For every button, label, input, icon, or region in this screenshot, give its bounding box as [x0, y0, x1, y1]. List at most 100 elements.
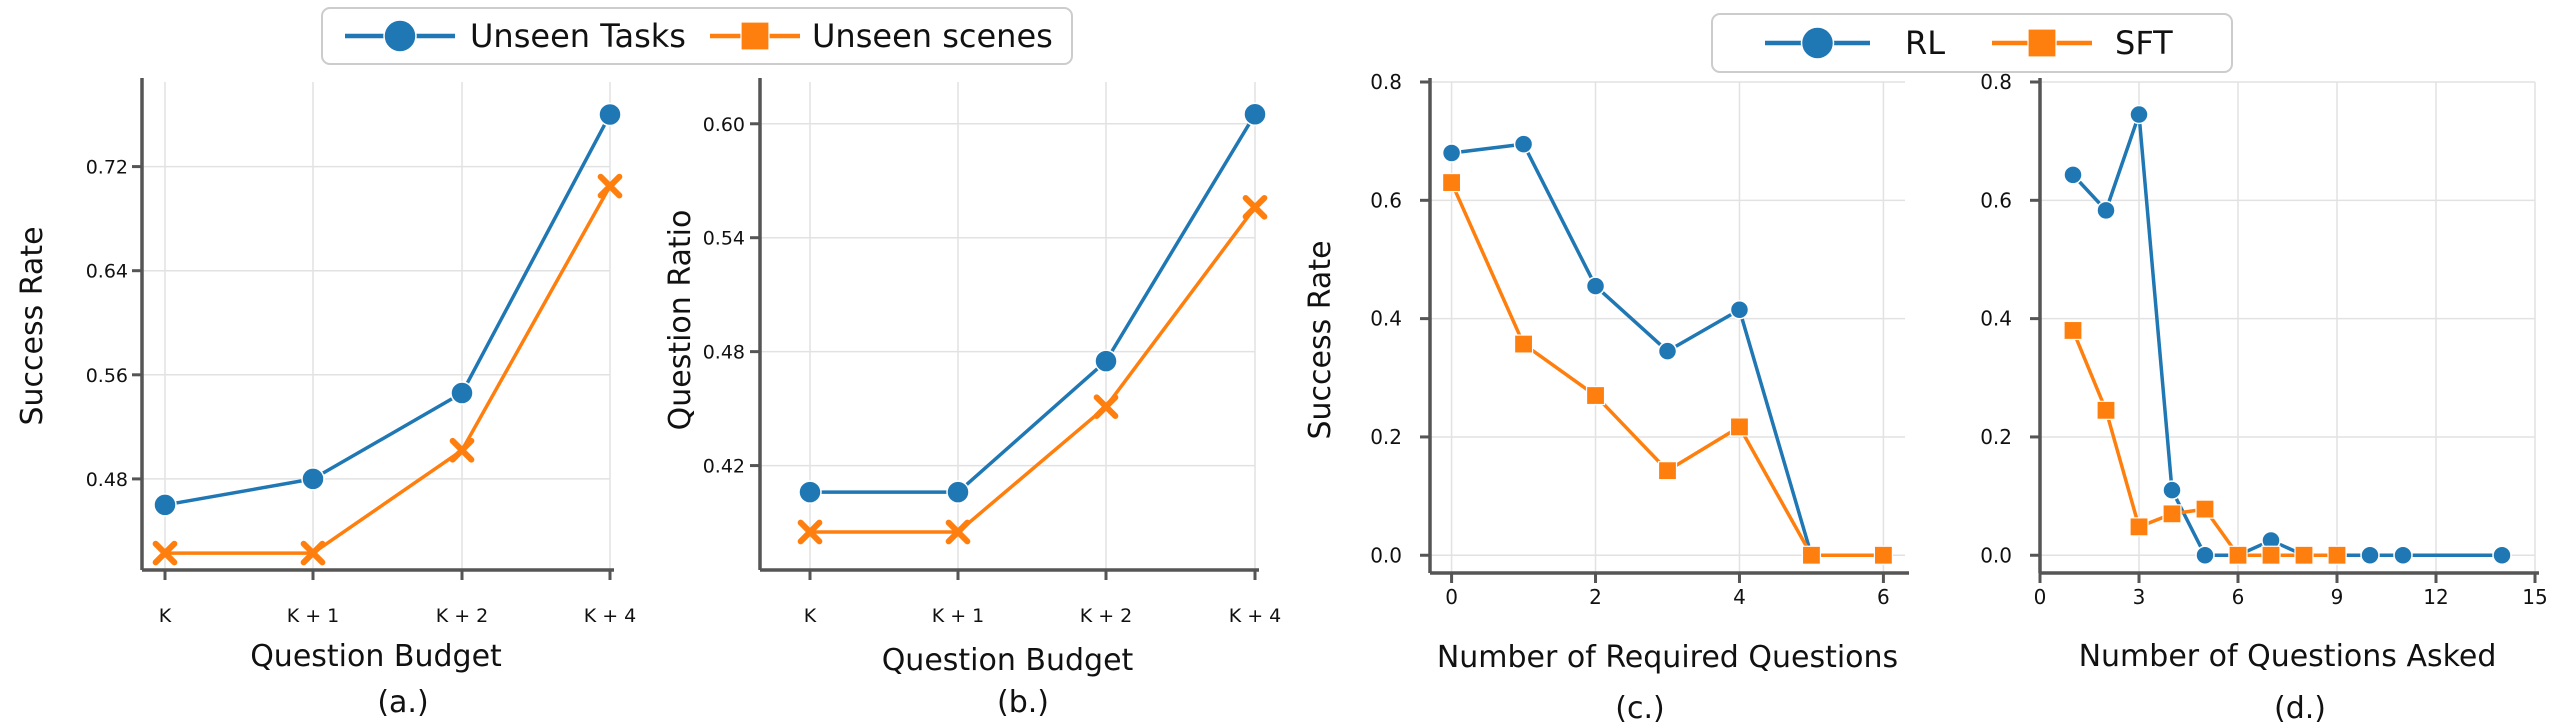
y-axis-label: Question Ratio	[663, 210, 698, 431]
data-point	[1441, 172, 1462, 193]
panel-caption: (d.)	[2274, 691, 2326, 726]
y-tick-label: 0.4	[1370, 307, 1402, 331]
x-tick-label: 0	[1445, 585, 1458, 609]
x-axis-label: Number of Required Questions	[1437, 640, 1898, 675]
data-point	[1093, 394, 1119, 420]
panel-caption: (b.)	[997, 685, 1049, 720]
y-tick-label: 0.2	[1980, 425, 2012, 449]
series-line-sft	[1449, 181, 1884, 558]
x-tick-label: K + 4	[1229, 605, 1282, 627]
data-point	[1729, 417, 1750, 437]
x-tick-label: 9	[2331, 585, 2344, 609]
legend-frame	[1711, 13, 2233, 73]
panel-caption: (a.)	[377, 685, 428, 720]
data-point	[2360, 545, 2380, 566]
x-axis-label: Question Budget	[250, 639, 502, 674]
y-tick-label: 0.8	[1980, 70, 2012, 94]
data-point	[1729, 300, 1750, 320]
data-point	[2063, 320, 2083, 341]
data-point	[2129, 517, 2149, 537]
legend-label: Unseen scenes	[812, 17, 1053, 55]
data-point	[598, 102, 622, 127]
data-point	[1243, 102, 1267, 127]
x-tick-label: K	[804, 605, 817, 627]
x-tick-label: K	[159, 605, 172, 627]
data-point	[1513, 334, 1534, 354]
x-tick-label: 12	[2423, 585, 2448, 609]
data-point	[2162, 504, 2182, 524]
x-tick-label: K + 2	[1080, 605, 1133, 627]
y-tick-label: 0.64	[86, 261, 128, 283]
data-point	[797, 519, 823, 545]
data-point	[1094, 349, 1118, 373]
series-line-unseen-scenes	[810, 206, 1257, 534]
y-tick-label: 0.2	[1370, 425, 1402, 449]
panel-d: 0.0 0.2 0.4 0.6 0.8 0 3 6 9 12 15 Number of Questio…	[1980, 70, 2548, 726]
data-point	[946, 480, 970, 504]
legend-label: RL	[1905, 24, 1945, 62]
x-tick-label: 15	[2522, 585, 2547, 609]
series-line-unseen-scenes	[165, 185, 612, 555]
legend-right: RL SFT	[1711, 13, 2233, 73]
data-point	[798, 480, 822, 504]
x-tick-label: K + 2	[436, 605, 489, 627]
data-point	[1801, 545, 1822, 565]
data-point	[2096, 200, 2116, 221]
y-tick-label: 0.48	[86, 469, 128, 491]
series-line-unseen-tasks	[164, 113, 612, 507]
data-point	[2228, 545, 2248, 565]
data-point	[945, 519, 971, 545]
x-axis-label: Number of Questions Asked	[2079, 639, 2497, 674]
data-point	[153, 493, 177, 517]
data-point	[1585, 385, 1606, 406]
y-tick-label: 0.6	[1370, 188, 1402, 212]
y-tick-label: 0.48	[703, 342, 745, 364]
data-point	[2195, 499, 2215, 519]
x-axis-label: Question Budget	[882, 643, 1134, 678]
legend-left: Unseen Tasks Unseen scenes	[321, 7, 1073, 65]
series-line-sft	[2071, 329, 2337, 558]
data-point	[2393, 545, 2413, 566]
y-tick-label: 0.0	[1370, 543, 1402, 567]
data-point	[2129, 104, 2149, 125]
y-axis-label: Success Rate	[1303, 240, 1338, 439]
y-tick-label: 0.4	[1980, 307, 2012, 331]
data-point	[1441, 143, 1462, 163]
data-point	[1873, 545, 1894, 565]
x-tick-label: K + 4	[584, 605, 637, 627]
data-point	[1657, 461, 1678, 481]
y-tick-label: 0.42	[703, 456, 745, 478]
data-point	[2063, 165, 2083, 185]
x-tick-label: 2	[1589, 585, 1602, 609]
data-point	[1513, 134, 1534, 154]
data-point	[2096, 400, 2116, 420]
legend-marker	[740, 21, 770, 51]
panel-c: 0.0 0.2 0.4 0.6 0.8 0 2 4 6 Number of Required Qu…	[1303, 70, 1909, 726]
series-line-rl	[2071, 112, 2502, 558]
series-line-unseen-tasks	[810, 113, 1257, 494]
panel-b: 0.42 0.48 0.54 0.60 K K + 1 K + 2 K + 4 Question…	[663, 78, 1281, 720]
data-point	[300, 540, 326, 566]
data-point	[1585, 276, 1606, 296]
x-tick-label: K + 1	[932, 605, 985, 627]
y-axis-label: Success Rate	[15, 226, 50, 425]
data-point	[450, 381, 474, 405]
series-line-rl	[1451, 142, 1814, 556]
legend-marker	[1800, 26, 1835, 60]
data-point	[1242, 194, 1268, 220]
data-point	[597, 173, 623, 199]
legend-marker	[383, 19, 417, 53]
data-point	[1657, 341, 1678, 361]
data-point	[2162, 480, 2182, 500]
y-tick-label: 0.60	[703, 114, 745, 136]
legend-label: Unseen Tasks	[470, 17, 686, 55]
x-tick-label: K + 1	[287, 605, 340, 627]
y-tick-label: 0.0	[1980, 543, 2012, 567]
data-point	[152, 540, 178, 566]
data-point	[2195, 545, 2215, 566]
data-point	[2492, 545, 2512, 566]
y-tick-label: 0.56	[86, 365, 128, 387]
data-point	[301, 467, 325, 491]
panel-a: 0.48 0.56 0.64 0.72 K K + 1 K + 2 K + 4 Question…	[15, 78, 636, 720]
